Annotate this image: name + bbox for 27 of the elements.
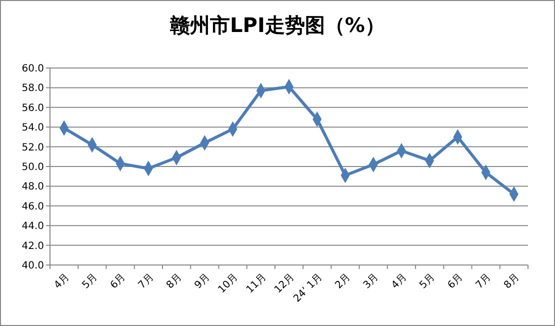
chart-title: 赣州市LPI走势图（%） — [169, 13, 385, 37]
y-tick-label: 48.0 — [22, 182, 44, 193]
x-tick-label: 7月 — [474, 272, 494, 292]
x-tick-label: 10月 — [216, 272, 240, 296]
y-tick-label: 40.0 — [22, 260, 44, 272]
x-tick-label: 4月 — [390, 272, 410, 292]
x-tick-label: 5月 — [418, 272, 438, 292]
x-tick-label: 8月 — [164, 272, 184, 292]
x-tick-label: 5月 — [80, 272, 100, 292]
y-tick-label: 52.0 — [22, 142, 44, 154]
x-tick-label: 9月 — [192, 272, 212, 292]
x-tick-label: 7月 — [136, 272, 156, 292]
y-tick-label: 54.0 — [22, 122, 44, 134]
y-tick-label: 56.0 — [22, 102, 44, 114]
x-tick-label: 6月 — [446, 272, 466, 292]
y-tick-label: 46.0 — [22, 201, 44, 212]
y-tick-label: 60.0 — [22, 64, 44, 74]
x-tick-label: 8月 — [502, 272, 522, 292]
y-tick-label: 50.0 — [22, 162, 44, 173]
x-tick-label: 3月 — [362, 272, 381, 292]
x-tick-label: 6月 — [108, 272, 128, 292]
x-tick-label: 2月 — [333, 272, 353, 292]
x-tick-label: 11月 — [244, 272, 268, 296]
x-tick-label: 4月 — [52, 272, 72, 292]
y-tick-label: 42.0 — [22, 240, 44, 252]
y-tick-label: 58.0 — [22, 83, 44, 94]
y-tick-label: 44.0 — [22, 221, 44, 232]
